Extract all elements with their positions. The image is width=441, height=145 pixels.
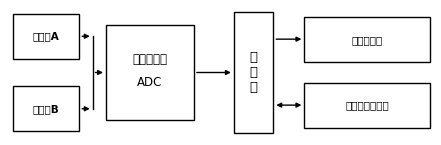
- Bar: [13, 86, 79, 131]
- Bar: [304, 17, 430, 62]
- Text: 传感器A: 传感器A: [33, 31, 60, 41]
- Text: ADC: ADC: [137, 76, 163, 89]
- Text: 声光警报器: 声光警报器: [351, 35, 383, 45]
- Bar: [13, 14, 79, 59]
- Text: 显示操作触摸屏: 显示操作触摸屏: [345, 100, 389, 110]
- Bar: [234, 12, 273, 133]
- Text: 传感器B: 传感器B: [33, 104, 60, 114]
- Text: 单
片
机: 单 片 机: [250, 51, 258, 94]
- Bar: [304, 83, 430, 128]
- Bar: [106, 25, 194, 120]
- Text: 模数转换器: 模数转换器: [132, 53, 168, 66]
